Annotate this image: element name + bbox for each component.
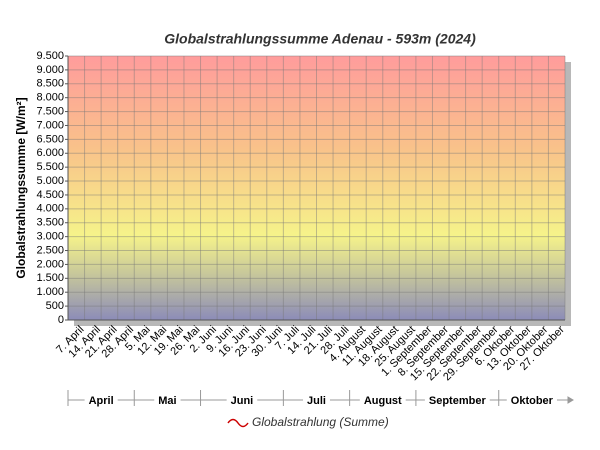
- y-tick-label: 3.000: [36, 231, 64, 243]
- y-tick-label: 4.500: [36, 189, 64, 201]
- y-tick-label: 1.500: [36, 272, 64, 284]
- plot-area: [68, 56, 565, 320]
- y-tick-label: 7.000: [36, 119, 64, 131]
- y-tick-label: 1.000: [36, 286, 64, 298]
- group-arrow: [565, 396, 574, 404]
- y-tick-label: 8.500: [36, 78, 64, 90]
- month-label: Juni: [231, 395, 254, 407]
- month-label: April: [89, 395, 114, 407]
- y-tick-label: 2.000: [36, 258, 64, 270]
- y-tick-label: 7.500: [36, 105, 64, 117]
- y-tick-label: 0: [58, 314, 64, 326]
- legend-label: Globalstrahlung (Summe): [252, 415, 389, 429]
- y-tick-label: 9.000: [36, 64, 64, 76]
- month-label: August: [364, 395, 402, 407]
- month-label: Juli: [307, 395, 326, 407]
- chart-title: Globalstrahlungssumme Adenau - 593m (202…: [164, 31, 476, 47]
- y-tick-label: 2.500: [36, 244, 64, 256]
- y-tick-label: 3.500: [36, 217, 64, 229]
- month-label: Mai: [158, 395, 176, 407]
- month-label: Oktober: [511, 395, 554, 407]
- month-label: September: [429, 395, 487, 407]
- y-tick-label: 4.000: [36, 203, 64, 215]
- y-tick-label: 6.000: [36, 147, 64, 159]
- y-tick-label: 8.000: [36, 92, 64, 104]
- y-tick-label: 500: [46, 300, 64, 312]
- y-axis-title: Globalstrahlungssumme [W/m²]: [14, 97, 28, 278]
- y-tick-label: 6.500: [36, 133, 64, 145]
- y-tick-label: 9.500: [36, 50, 64, 62]
- y-tick-label: 5.000: [36, 175, 64, 187]
- legend-swatch: [227, 418, 249, 428]
- y-tick-label: 5.500: [36, 161, 64, 173]
